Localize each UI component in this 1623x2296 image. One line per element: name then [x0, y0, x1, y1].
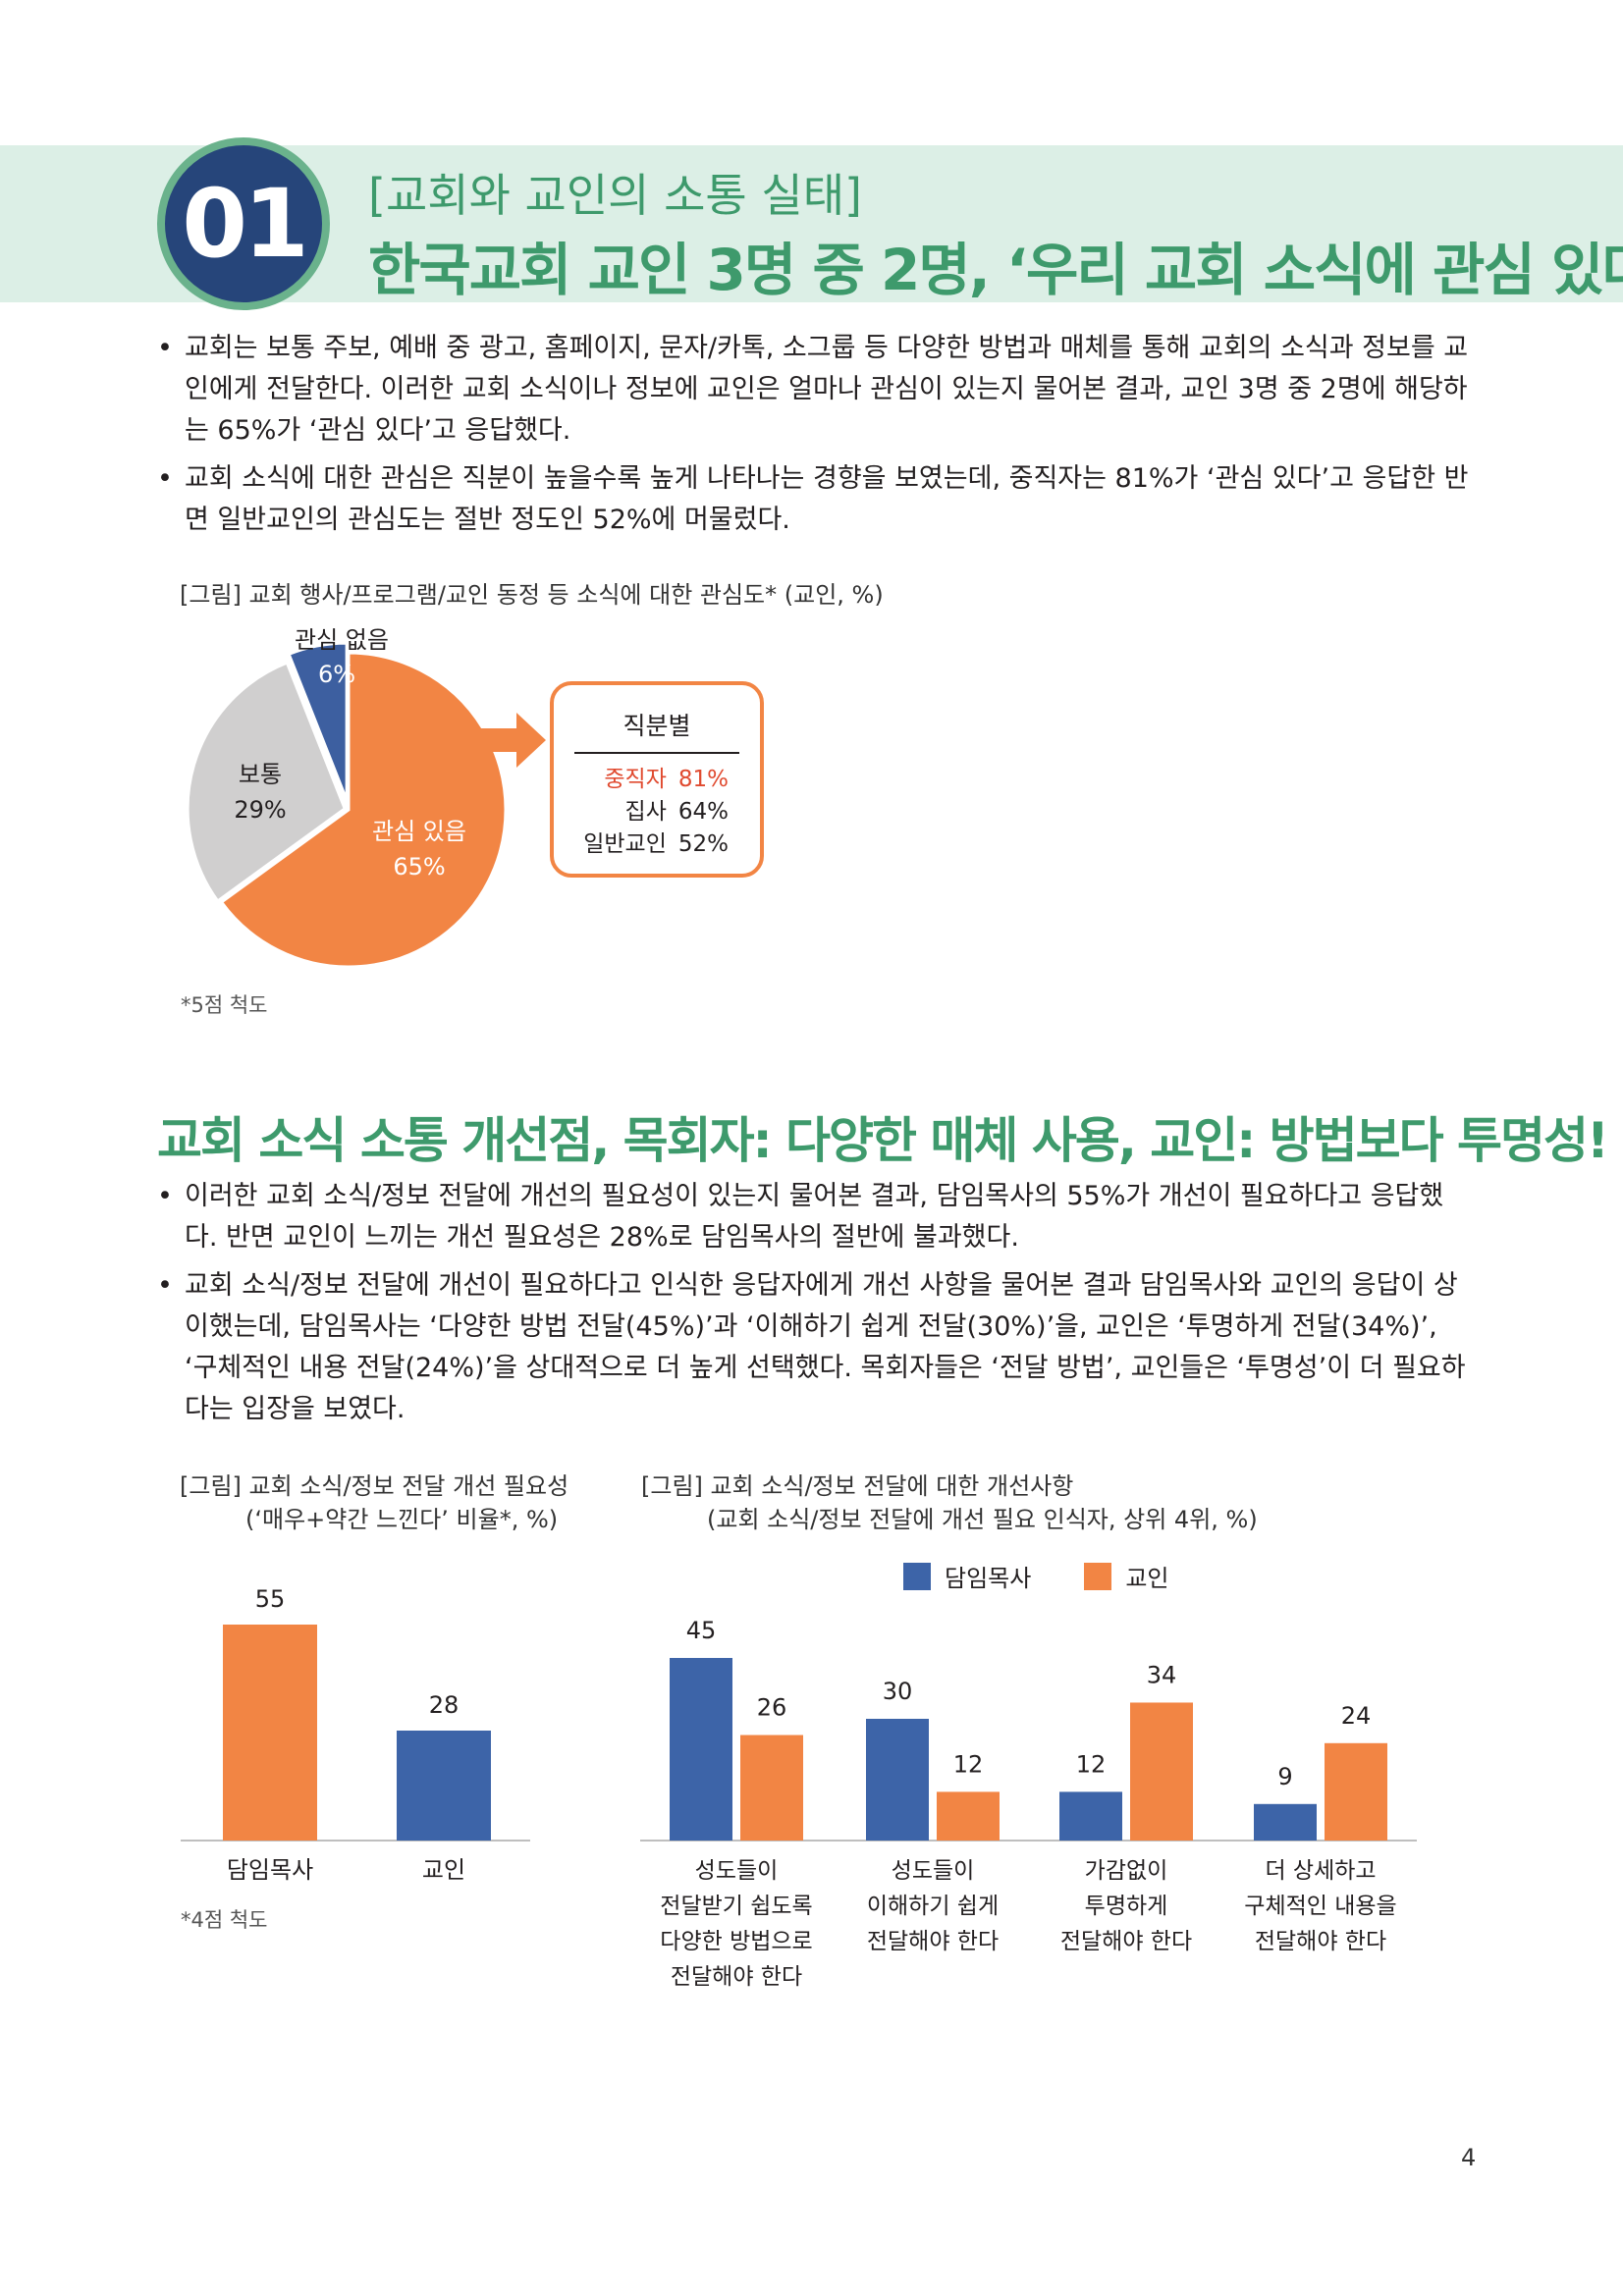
pie-label-interest: 관심 있음	[372, 818, 466, 845]
box-row-label: 집사	[624, 799, 667, 825]
category-label: 담임목사	[227, 1856, 313, 1884]
category-label: 전달해야 한다	[671, 1964, 802, 1990]
pie-label-normal: 보통	[239, 761, 282, 788]
fig2-subcaption: (‘매우+약간 느낀다’ 비율*, %)	[245, 1506, 559, 1533]
pie-value-interest: 65%	[393, 853, 445, 881]
category-label: 성도들이	[892, 1858, 975, 1884]
arrow-right-icon	[481, 713, 546, 768]
category-label: 구체적인 내용을	[1244, 1894, 1396, 1919]
bar-value-label: 9	[1277, 1763, 1292, 1790]
pie-slice-no-interest	[287, 641, 349, 801]
bar-value-label: 12	[953, 1750, 984, 1778]
fig3-subcaption: (교회 소식/정보 전달에 개선 필요 인식자, 상위 4위, %)	[707, 1506, 1258, 1533]
bar-value-label: 45	[686, 1617, 717, 1644]
category-label: 더 상세하고	[1265, 1858, 1376, 1884]
legend-swatch-pastor	[903, 1562, 931, 1590]
section-heading-2: 교회 소식 소통 개선점, 목회자: 다양한 매체 사용, 교인: 방법보다 투…	[157, 1112, 1609, 1169]
box-row: 중직자 81%	[554, 764, 760, 796]
category-label: 성도들이	[695, 1858, 779, 1884]
pie-slice-normal	[186, 661, 347, 904]
page-number: 4	[1461, 2144, 1477, 2171]
bullet-item: 교회 소식/정보 전달에 개선이 필요하다고 인식한 응답자에게 개선 사항을 …	[157, 1265, 1473, 1430]
bar	[1325, 1742, 1387, 1841]
category-label: 이해하기 쉽게	[867, 1894, 999, 1919]
bar	[1130, 1702, 1193, 1841]
bar-value-label: 30	[883, 1678, 913, 1705]
box-row-label: 일반교인	[583, 831, 667, 857]
box-rows: 중직자 81% 집사 64% 일반교인 52%	[554, 764, 760, 861]
category-label: 전달해야 한다	[1060, 1929, 1192, 1954]
box-row: 일반교인 52%	[554, 828, 760, 861]
category-label: 전달해야 한다	[1255, 1929, 1386, 1954]
fig3-caption: [그림] 교회 소식/정보 전달에 대한 개선사항	[641, 1472, 1074, 1500]
position-breakdown-box: 직분별 중직자 81% 집사 64% 일반교인 52%	[550, 681, 764, 878]
category-label: 투명하게	[1085, 1894, 1168, 1919]
box-row-value: 52%	[677, 831, 729, 857]
bar	[670, 1658, 732, 1841]
bullet-list-1: 교회는 보통 주보, 예배 중 광고, 홈페이지, 문자/카톡, 소그룹 등 다…	[157, 328, 1473, 548]
bar-value-label: 12	[1076, 1750, 1107, 1778]
category-label: 다양한 방법으로	[660, 1929, 812, 1954]
section-headline: 한국교회 교인 3명 중 2명, ‘우리 교회 소식에 관심 있다’!	[368, 237, 1623, 303]
fig3-legend: 담임목사 교인	[903, 1559, 1169, 1593]
box-title: 직분별	[622, 712, 691, 740]
pie-value-no-interest: 6%	[318, 661, 355, 688]
pie-label-no-interest: 관심 없음	[295, 626, 389, 654]
category-label: 가감없이	[1085, 1858, 1168, 1884]
fig2-caption: [그림] 교회 소식/정보 전달 개선 필요성	[180, 1472, 569, 1500]
bar	[1059, 1791, 1122, 1841]
fig2-note: *4점 척도	[181, 1908, 268, 1932]
bar-value-label: 24	[1341, 1702, 1372, 1730]
bar-value-label: 34	[1147, 1661, 1177, 1688]
box-row: 집사 64%	[554, 796, 760, 828]
legend-label-pastor: 담임목사	[945, 1565, 1032, 1592]
bullet-item: 교회 소식에 대한 관심은 직분이 높을수록 높게 나타나는 경향을 보였는데,…	[157, 458, 1473, 541]
legend-label-member: 교인	[1125, 1565, 1169, 1592]
fig1-caption: [그림] 교회 행사/프로그램/교인 동정 등 소식에 대한 관심도* (교인,…	[180, 581, 884, 609]
pie-value-normal: 29%	[234, 796, 286, 824]
bullet-item: 교회는 보통 주보, 예배 중 광고, 홈페이지, 문자/카톡, 소그룹 등 다…	[157, 328, 1473, 452]
category-label: 전달해야 한다	[867, 1929, 999, 1954]
bar	[1254, 1803, 1317, 1841]
fig1-note: *5점 척도	[181, 993, 268, 1017]
section-kicker: [교회와 교인의 소통 실태]	[368, 169, 862, 222]
pie-chart: 관심 있음 65% 보통 29% 관심 없음 6%	[186, 626, 508, 969]
bullet-list-2: 이러한 교회 소식/정보 전달에 개선의 필요성이 있는지 물어본 결과, 담임…	[157, 1176, 1473, 1437]
bar	[740, 1735, 803, 1841]
bar-chart-improvement-need: 55 담임목사 28 교인	[181, 1585, 530, 1884]
box-row-value: 64%	[677, 799, 729, 825]
box-row-label: 중직자	[604, 767, 667, 792]
bar-value-label: 55	[255, 1585, 286, 1613]
bar	[937, 1791, 1000, 1841]
bar-value-label: 28	[429, 1691, 460, 1719]
box-row-value: 81%	[677, 767, 729, 792]
bar	[223, 1625, 317, 1841]
bar-value-label: 26	[757, 1694, 787, 1722]
bullet-item: 이러한 교회 소식/정보 전달에 개선의 필요성이 있는지 물어본 결과, 담임…	[157, 1176, 1473, 1258]
category-label: 교인	[422, 1856, 465, 1884]
pie-slice-interest	[219, 651, 508, 969]
section-number-badge: 01	[157, 137, 330, 310]
bar	[866, 1719, 929, 1841]
legend-swatch-member	[1084, 1562, 1112, 1590]
bar	[397, 1731, 491, 1841]
category-label: 전달받기 쉽도록	[660, 1894, 812, 1919]
